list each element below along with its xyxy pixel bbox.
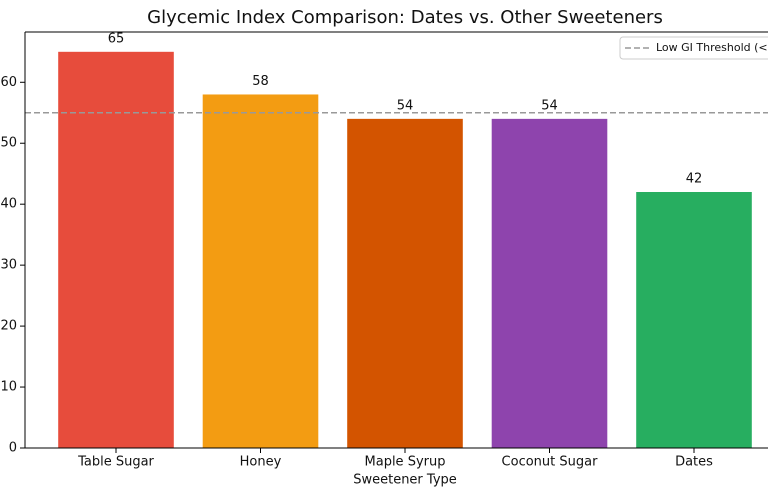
value-label: 58	[252, 74, 269, 89]
y-tick-label: 60	[0, 75, 17, 90]
value-label: 65	[108, 31, 125, 46]
chart-title: Glycemic Index Comparison: Dates vs. Oth…	[147, 7, 663, 28]
y-tick-label: 10	[0, 380, 17, 395]
x-tick-label: Dates	[675, 455, 713, 470]
bar	[636, 192, 752, 448]
bar	[491, 118, 608, 448]
x-tick-label: Table Sugar	[77, 455, 154, 470]
bar	[347, 118, 463, 448]
x-tick-label: Maple Syrup	[365, 455, 446, 470]
x-tick-label: Coconut Sugar	[502, 455, 599, 470]
y-tick-label: 0	[9, 441, 17, 456]
legend-box	[619, 36, 768, 60]
value-label: 42	[686, 172, 703, 187]
y-tick-label: 50	[0, 136, 17, 151]
y-tick-label: 40	[0, 197, 17, 212]
y-tick-label: 20	[0, 319, 17, 334]
x-tick-label: Honey	[240, 455, 282, 470]
bar	[58, 51, 174, 449]
x-axis-label: Sweetener Type	[353, 473, 457, 488]
value-label: 54	[397, 98, 414, 113]
bar	[202, 94, 319, 448]
y-tick-label: 30	[0, 258, 17, 273]
legend-label: Low GI Threshold (<55)	[656, 41, 768, 54]
value-label: 54	[541, 98, 558, 113]
